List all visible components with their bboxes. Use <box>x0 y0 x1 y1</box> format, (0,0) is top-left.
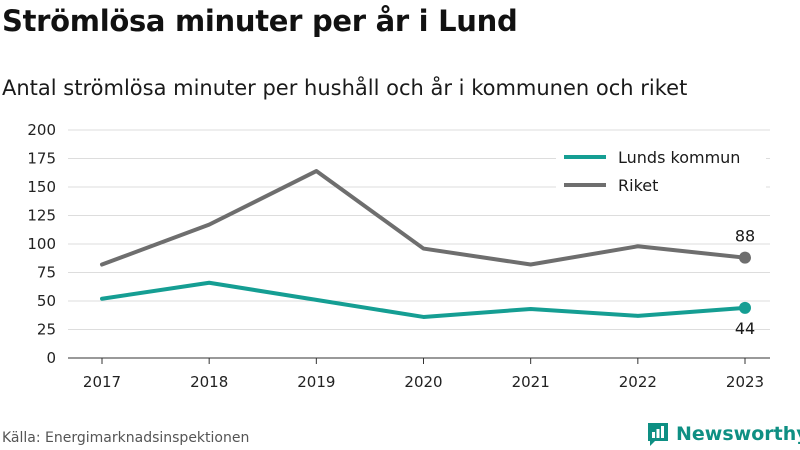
page-title: Strömlösa minuter per år i Lund <box>2 4 518 38</box>
y-tick-label: 75 <box>37 264 56 282</box>
series-group: 44 88 <box>100 169 755 338</box>
legend-label-lunds-kommun: Lunds kommun <box>618 148 740 167</box>
legend-label-riket: Riket <box>618 176 658 195</box>
end-label-lunds-kommun: 44 <box>735 319 755 338</box>
x-tick-label: 2021 <box>512 373 550 391</box>
chart-subtitle: Antal strömlösa minuter per hushåll och … <box>2 76 688 100</box>
end-point-riket <box>739 251 751 264</box>
brand-logo[interactable]: Newsworthy <box>646 420 800 448</box>
y-tick-label: 100 <box>27 235 56 253</box>
x-axis-ticks: 2017 2018 2019 2020 2021 2022 2023 <box>83 358 764 391</box>
series-line-lunds-kommun <box>100 280 747 319</box>
x-tick-label: 2023 <box>726 373 764 391</box>
x-tick-label: 2020 <box>404 373 442 391</box>
legend: Lunds kommun Riket <box>556 144 766 196</box>
x-tick-label: 2022 <box>619 373 657 391</box>
y-tick-label: 50 <box>37 292 56 310</box>
y-tick-label: 175 <box>27 150 56 168</box>
brand-name: Newsworthy <box>676 423 800 445</box>
x-tick-label: 2018 <box>190 373 228 391</box>
end-label-riket: 88 <box>735 227 755 246</box>
y-tick-label: 125 <box>27 207 56 225</box>
x-tick-label: 2019 <box>297 373 335 391</box>
y-axis-ticks: 0 25 50 75 100 125 150 175 200 <box>27 121 56 367</box>
y-tick-label: 150 <box>27 178 56 196</box>
series-line-riket <box>100 169 747 267</box>
end-point-lunds-kommun <box>739 301 751 314</box>
source-note: Källa: Energimarknadsinspektionen <box>2 430 250 446</box>
y-tick-label: 0 <box>46 349 56 367</box>
y-tick-label: 200 <box>27 121 56 139</box>
y-tick-label: 25 <box>37 321 56 339</box>
x-tick-label: 2017 <box>83 373 121 391</box>
bar-chart-icon <box>648 423 668 446</box>
